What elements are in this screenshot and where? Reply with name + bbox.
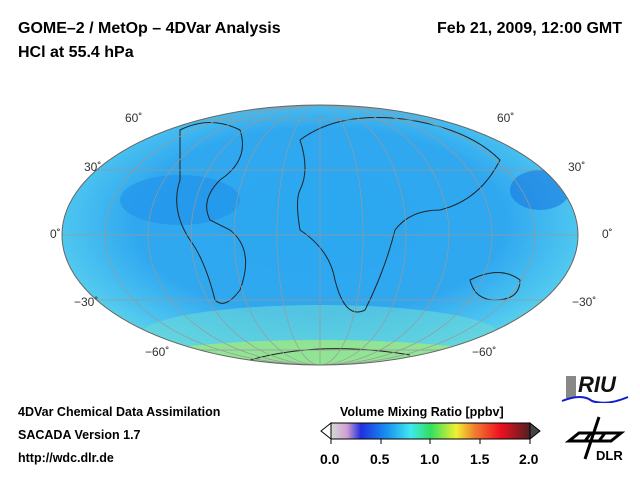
riu-logo-wave-icon (561, 396, 629, 403)
lat-label-30s-left: −30˚ (74, 295, 99, 309)
date-label: Feb 21, 2009, 12:00 GMT (437, 20, 622, 37)
lat-label-0-right: 0˚ (602, 227, 613, 241)
footer-url: http://wdc.dlr.de (18, 451, 114, 465)
graticule (62, 105, 578, 365)
lat-label-60s-right: −60˚ (472, 345, 497, 359)
antarctica-outline (249, 348, 411, 361)
dlr-logo-text: DLR (596, 448, 623, 463)
colorbar-over-arrow (529, 421, 541, 441)
lat-label-60n-left: 60˚ (125, 111, 143, 125)
americas-outline (176, 122, 247, 304)
lat-label-30n-right: 30˚ (568, 160, 586, 174)
dlr-logo-icon (565, 416, 625, 460)
lat-label-60s-left: −60˚ (145, 345, 170, 359)
title-line1: GOME–2 / MetOp – 4DVar Analysis (18, 20, 281, 37)
colorbar-tick-2: 1.0 (420, 451, 440, 467)
footer-line1: 4DVar Chemical Data Assimilation (18, 405, 221, 419)
colorbar-gradient (330, 422, 531, 440)
colorbar-tick-1: 0.5 (370, 451, 390, 467)
colorbar-under-arrow (320, 421, 332, 441)
lat-label-60n-right: 60˚ (497, 111, 515, 125)
colorbar-tick-4: 2.0 (519, 451, 539, 467)
footer-line2: SACADA Version 1.7 (18, 428, 141, 442)
riu-logo: RIU (578, 372, 616, 397)
australia-outline (469, 272, 521, 301)
title-line2: HCl at 55.4 hPa (18, 44, 134, 61)
colorbar-tick-0: 0.0 (320, 451, 340, 467)
lat-label-0-left: 0˚ (50, 227, 61, 241)
lat-label-30s-right: −30˚ (572, 295, 597, 309)
colorbar-tick-3: 1.5 (470, 451, 490, 467)
riu-logo-tower-icon (566, 376, 576, 398)
colorbar-title: Volume Mixing Ratio [ppbv] (340, 405, 504, 419)
lat-label-30n-left: 30˚ (84, 160, 102, 174)
colorbar (320, 421, 541, 444)
